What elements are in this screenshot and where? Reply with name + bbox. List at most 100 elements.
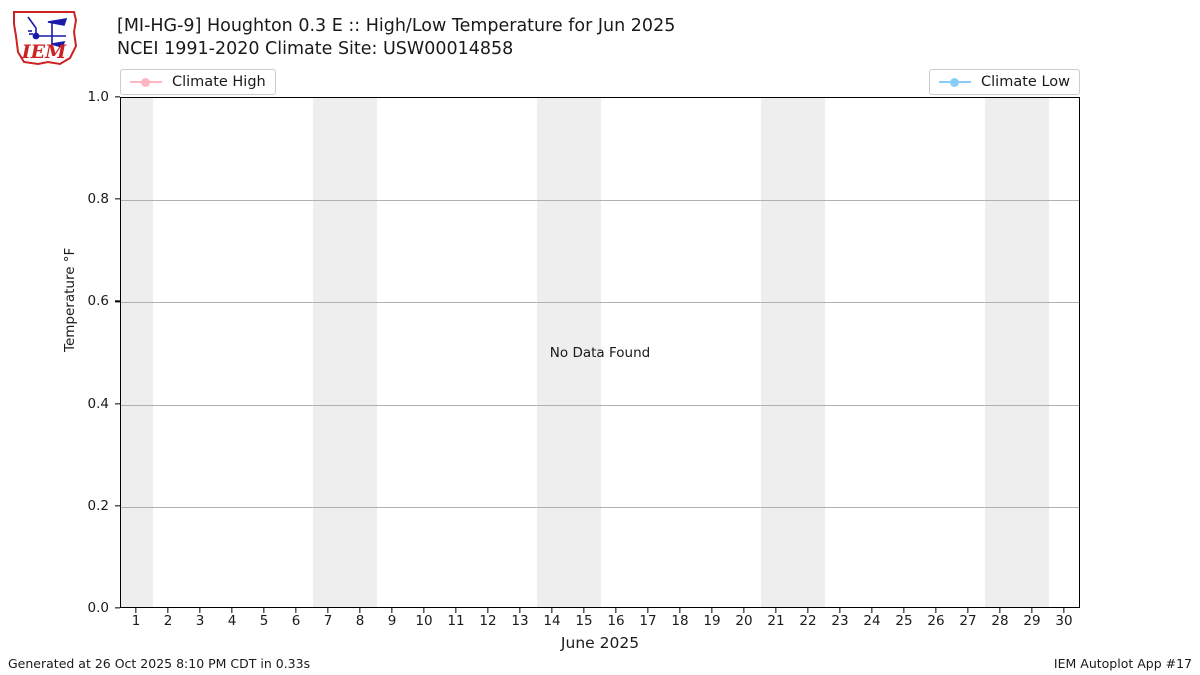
x-tick-mark bbox=[807, 608, 809, 613]
x-tick-mark bbox=[455, 608, 457, 613]
x-tick-mark bbox=[839, 608, 841, 613]
x-tick-mark bbox=[615, 608, 617, 613]
x-tick-mark bbox=[999, 608, 1001, 613]
legend-swatch-climate-low bbox=[939, 76, 972, 88]
x-tick-label: 22 bbox=[799, 613, 817, 629]
y-gridline bbox=[121, 404, 1079, 406]
x-tick-label: 16 bbox=[607, 613, 625, 629]
x-tick-mark bbox=[1063, 608, 1065, 613]
x-tick-mark bbox=[647, 608, 649, 613]
x-axis-label: June 2025 bbox=[560, 634, 640, 652]
x-tick-mark bbox=[295, 608, 297, 613]
x-tick-label: 24 bbox=[863, 613, 881, 629]
y-tick-mark bbox=[115, 505, 120, 507]
x-tick-mark bbox=[967, 608, 969, 613]
x-tick-label: 8 bbox=[355, 613, 365, 629]
legend-label-climate-low: Climate Low bbox=[981, 74, 1070, 90]
x-tick-label: 3 bbox=[195, 613, 205, 629]
x-tick-mark bbox=[327, 608, 329, 613]
x-tick-label: 12 bbox=[479, 613, 497, 629]
x-tick-label: 27 bbox=[959, 613, 977, 629]
y-axis-label: Temperature °F bbox=[62, 247, 78, 352]
x-tick-label: 6 bbox=[291, 613, 301, 629]
x-tick-label: 13 bbox=[511, 613, 529, 629]
x-tick-mark bbox=[519, 608, 521, 613]
footer-app-text: IEM Autoplot App #17 bbox=[1053, 656, 1192, 671]
x-tick-mark bbox=[871, 608, 873, 613]
y-tick-label: 0.2 bbox=[87, 497, 109, 514]
x-tick-label: 1 bbox=[131, 613, 141, 629]
x-tick-label: 30 bbox=[1055, 613, 1073, 629]
x-tick-label: 20 bbox=[735, 613, 753, 629]
weekend-shade-band bbox=[985, 98, 1049, 607]
x-tick-mark bbox=[135, 608, 137, 613]
y-tick-mark bbox=[115, 96, 120, 98]
x-tick-mark bbox=[743, 608, 745, 613]
x-tick-label: 21 bbox=[767, 613, 785, 629]
x-tick-label: 10 bbox=[415, 613, 433, 629]
x-tick-mark bbox=[679, 608, 681, 613]
y-gridline bbox=[121, 200, 1079, 202]
weekend-shade-band bbox=[761, 98, 825, 607]
y-tick-label: 0.6 bbox=[87, 293, 109, 310]
y-tick-mark bbox=[115, 198, 120, 200]
x-tick-label: 28 bbox=[991, 613, 1009, 629]
y-tick-label: 0.8 bbox=[87, 191, 109, 208]
y-tick-mark bbox=[115, 402, 120, 405]
plot-area: No Data Found bbox=[120, 97, 1080, 608]
x-tick-mark bbox=[551, 608, 553, 613]
x-tick-label: 5 bbox=[259, 613, 269, 629]
x-tick-mark bbox=[583, 608, 585, 613]
x-tick-label: 25 bbox=[895, 613, 913, 629]
weekend-shade-band bbox=[313, 98, 377, 607]
x-tick-label: 14 bbox=[543, 613, 561, 629]
x-tick-label: 4 bbox=[227, 613, 237, 629]
x-tick-mark bbox=[903, 608, 905, 613]
legend-climate-low[interactable]: Climate Low bbox=[929, 69, 1080, 95]
x-tick-label: 18 bbox=[671, 613, 689, 629]
x-tick-mark bbox=[263, 608, 265, 613]
chart-title-line2: NCEI 1991-2020 Climate Site: USW00014858 bbox=[117, 39, 514, 59]
x-tick-mark bbox=[775, 608, 777, 613]
iem-logo-icon: IEM bbox=[13, 11, 78, 66]
x-tick-mark bbox=[167, 608, 169, 613]
weekend-shade-band bbox=[121, 98, 153, 607]
weekend-shade-band bbox=[537, 98, 601, 607]
x-tick-label: 9 bbox=[387, 613, 397, 629]
x-tick-mark bbox=[1031, 608, 1033, 613]
x-tick-label: 7 bbox=[323, 613, 333, 629]
y-tick-label: 1.0 bbox=[87, 89, 109, 105]
y-tick-label: 0.0 bbox=[87, 600, 109, 616]
x-tick-label: 17 bbox=[639, 613, 657, 629]
footer-generated-text: Generated at 26 Oct 2025 8:10 PM CDT in … bbox=[8, 656, 311, 671]
legend-swatch-climate-high bbox=[130, 76, 162, 88]
x-tick-mark bbox=[423, 608, 425, 613]
chart-title: [MI-HG-9] Houghton 0.3 E :: High/Low Tem… bbox=[117, 15, 1067, 61]
svg-text:IEM: IEM bbox=[21, 41, 67, 63]
x-tick-mark bbox=[935, 608, 937, 613]
y-gridline bbox=[121, 302, 1079, 304]
x-tick-label: 29 bbox=[1023, 613, 1041, 629]
x-tick-label: 11 bbox=[447, 613, 465, 629]
x-tick-mark bbox=[231, 608, 233, 613]
y-gridline bbox=[121, 506, 1079, 508]
legend-label-climate-high: Climate High bbox=[172, 74, 266, 90]
x-tick-mark bbox=[391, 608, 393, 613]
x-tick-label: 2 bbox=[163, 613, 173, 629]
x-tick-label: 19 bbox=[703, 613, 721, 629]
y-tick-mark bbox=[115, 300, 120, 303]
chart-title-line1: [MI-HG-9] Houghton 0.3 E :: High/Low Tem… bbox=[117, 16, 676, 36]
y-tick-mark bbox=[115, 607, 120, 609]
x-tick-label: 15 bbox=[575, 613, 593, 629]
no-data-message: No Data Found bbox=[549, 344, 651, 361]
x-tick-mark bbox=[487, 608, 489, 613]
y-tick-label: 0.4 bbox=[87, 395, 109, 412]
x-tick-label: 26 bbox=[927, 613, 945, 629]
legend-climate-high[interactable]: Climate High bbox=[120, 69, 276, 95]
x-tick-mark bbox=[199, 608, 201, 613]
x-tick-label: 23 bbox=[831, 613, 849, 629]
iem-logo[interactable]: IEM bbox=[8, 6, 82, 68]
x-tick-mark bbox=[359, 608, 361, 613]
x-tick-mark bbox=[711, 608, 713, 613]
